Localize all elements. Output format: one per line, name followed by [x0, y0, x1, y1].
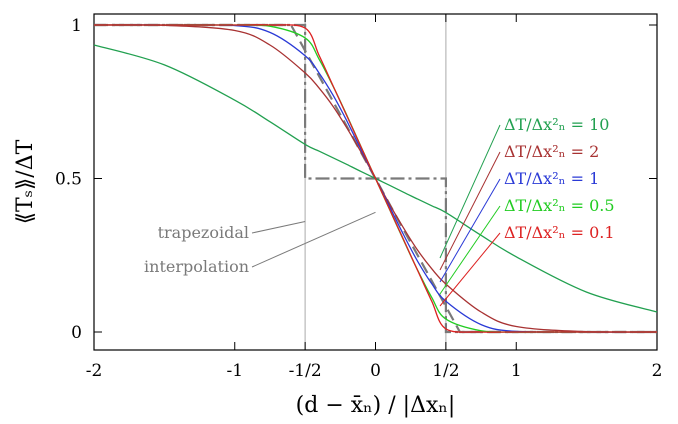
x-tick-label-1: -1	[226, 361, 243, 381]
x-tick-label-3: 0	[370, 361, 381, 381]
y-tick-label-2: 1	[71, 16, 82, 36]
legend-leader-0	[439, 124, 501, 259]
series-line-4	[94, 24, 657, 333]
x-tick-label-5: 1	[511, 361, 522, 381]
y-axis-label: ⟪Tₛ⟫/ΔT	[13, 139, 38, 224]
x-tick-label-4: 1/2	[432, 361, 459, 381]
x-tick-label-0: -2	[86, 361, 103, 381]
legend-leader-4	[439, 232, 501, 307]
x-axis-label: (d − x̄ₙ) / |Δxₙ|	[296, 393, 456, 418]
annotation-leader-0	[251, 220, 306, 234]
y-tick-label-0: 0	[71, 323, 82, 343]
legend-leader-3	[439, 205, 501, 295]
legend-leader-2	[439, 178, 501, 283]
y-tick-label-1: 0.5	[55, 170, 82, 190]
legend-label-0: ΔT/Δx²ₙ = 10	[504, 115, 609, 134]
series-lines	[93, 24, 658, 333]
x-tick-label-6: 2	[652, 361, 663, 381]
annotations: trapezoidal interpolation	[144, 211, 376, 276]
legend: ΔT/Δx²ₙ = 10 ΔT/Δx²ₙ = 2 ΔT/Δx²ₙ = 1 ΔT/Δx²…	[439, 115, 615, 307]
annotation-leader-1	[251, 211, 376, 268]
axis-ticks: -2 -1 -1/2 0 1/2 1 2 0 0.5 1	[55, 14, 662, 381]
legend-label-3: ΔT/Δx²ₙ = 0.5	[504, 196, 615, 215]
legend-label-4: ΔT/Δx²ₙ = 0.1	[504, 223, 615, 242]
vertical-guides	[304, 14, 447, 350]
legend-label-2: ΔT/Δx²ₙ = 1	[504, 169, 599, 188]
annotation-label-0: trapezoidal	[158, 223, 249, 242]
legend-label-1: ΔT/Δx²ₙ = 2	[504, 142, 599, 161]
annotation-label-1: interpolation	[144, 257, 249, 276]
legend-leader-1	[439, 151, 501, 271]
x-tick-label-2: -1/2	[289, 361, 322, 381]
